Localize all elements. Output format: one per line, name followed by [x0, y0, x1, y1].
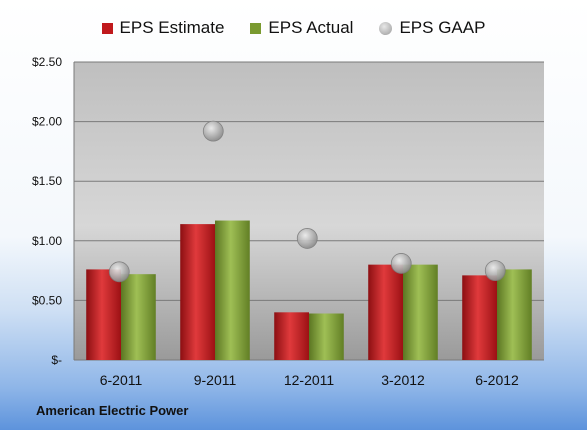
bar-eps-estimate	[368, 264, 403, 360]
legend-swatch-eps-actual	[250, 22, 262, 34]
y-tick-label: $-	[51, 353, 62, 367]
bar-eps-estimate	[180, 224, 215, 360]
marker-eps-gaap	[390, 253, 412, 274]
legend-label-eps-actual: EPS Actual	[268, 18, 354, 37]
x-tick-label: 3-2012	[381, 372, 425, 388]
legend-swatch-eps-estimate	[101, 22, 113, 34]
legend-item-eps-estimate: EPS Estimate	[101, 18, 225, 38]
legend-swatch-eps-gaap	[379, 21, 393, 35]
marker-eps-gaap	[202, 120, 224, 142]
y-tick-label: $2.50	[32, 55, 62, 69]
bar-eps-estimate	[86, 269, 121, 360]
bar-eps-actual	[215, 220, 250, 360]
bar-eps-estimate	[274, 312, 309, 360]
marker-eps-gaap	[108, 261, 130, 283]
legend-item-eps-actual: EPS Actual	[250, 18, 353, 38]
bar-eps-actual	[403, 264, 438, 360]
x-tick-label: 6-2012	[475, 372, 519, 388]
y-tick-label: $1.50	[32, 174, 62, 188]
x-tick-label: 9-2011	[194, 372, 237, 388]
y-tick-label: $0.50	[32, 293, 62, 307]
bar-eps-estimate	[462, 275, 497, 360]
legend: EPS Estimate EPS Actual EPS GAAP	[0, 18, 587, 38]
x-tick-label: 12-2011	[284, 372, 335, 388]
legend-label-eps-gaap: EPS GAAP	[399, 18, 486, 37]
marker-eps-gaap	[296, 228, 318, 249]
bar-eps-actual	[121, 274, 156, 360]
x-tick-label: 6-2011	[100, 372, 143, 388]
marker-eps-gaap	[484, 260, 506, 282]
y-tick-label: $2.00	[32, 115, 62, 129]
company-name: American Electric Power	[36, 403, 189, 418]
bar-eps-actual	[309, 313, 344, 360]
legend-label-eps-estimate: EPS Estimate	[119, 18, 225, 37]
bar-eps-actual	[497, 269, 532, 360]
y-tick-label: $1.00	[32, 234, 62, 248]
legend-item-eps-gaap: EPS GAAP	[379, 18, 485, 38]
